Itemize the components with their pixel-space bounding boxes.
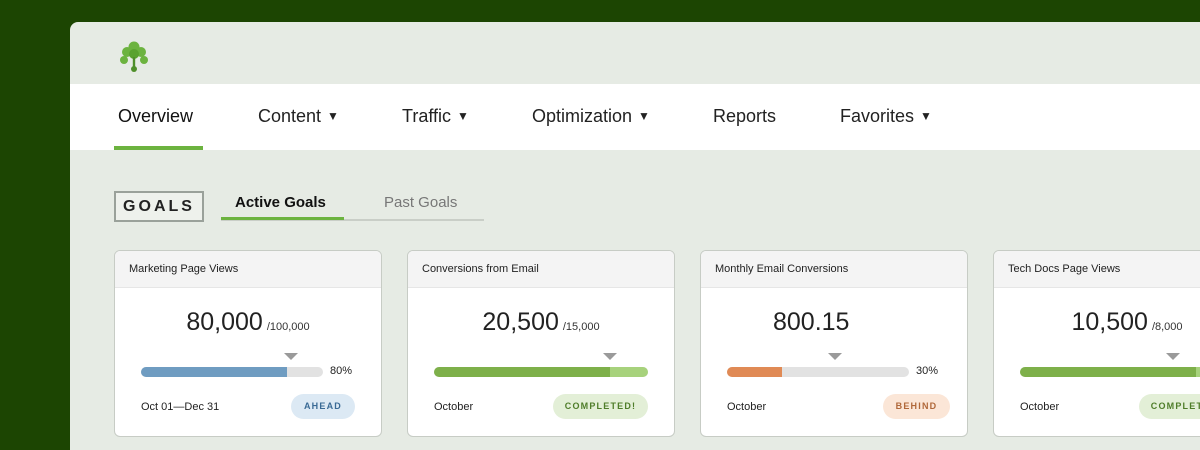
target-value: /8,000 <box>1151 321 1183 333</box>
current-value: 10,500 <box>1071 308 1148 336</box>
progress-fill <box>141 367 287 377</box>
caret-down-icon: ▼ <box>920 109 932 123</box>
progress-percent: 80% <box>330 365 353 377</box>
app-window: Overview Content ▼ Traffic ▼ Optimization ▼… <box>70 22 1200 450</box>
goal-period: October <box>727 401 767 413</box>
top-bar <box>70 22 1200 84</box>
status-badge: COMPLETED! <box>553 394 648 419</box>
nav-item-label: Optimization <box>532 106 633 126</box>
card-title: Marketing Page Views <box>115 251 381 288</box>
status-badge: BEHIND <box>883 394 950 419</box>
progress-bar <box>141 367 323 377</box>
target-marker-icon <box>603 353 617 360</box>
progress-fill <box>727 367 782 377</box>
nav-item-label: Reports <box>713 106 777 126</box>
progress-bar <box>1020 367 1200 377</box>
caret-down-icon: ▼ <box>457 109 469 123</box>
target-marker-icon <box>284 353 298 360</box>
progress-bar <box>727 367 909 377</box>
goal-value: 10,500/8,000 <box>994 308 1200 337</box>
progress-percent: 30% <box>916 365 939 377</box>
card-title: Monthly Email Conversions <box>701 251 967 288</box>
target-marker-icon <box>1166 353 1180 360</box>
nav-item-traffic[interactable]: Traffic ▼ <box>402 106 469 127</box>
progress-bar <box>434 367 648 377</box>
progress-overflow <box>610 367 648 377</box>
goal-card-monthly-email-conversions[interactable]: Monthly Email Conversions 800.15 30% Oct… <box>700 250 968 437</box>
goals-tabs: Active Goals Past Goals <box>221 188 484 221</box>
goal-period: October <box>1020 401 1060 413</box>
progress-fill <box>1020 367 1196 377</box>
nav-item-label: Content <box>258 106 322 126</box>
progress-fill <box>434 367 610 377</box>
caret-down-icon: ▼ <box>638 109 650 123</box>
goals-badge: GOALS <box>114 191 204 222</box>
nav-item-label: Favorites <box>840 106 915 126</box>
caret-down-icon: ▼ <box>327 109 339 123</box>
current-value: 20,500 <box>482 308 559 336</box>
target-marker-icon <box>828 353 842 360</box>
goal-card-marketing-page-views[interactable]: Marketing Page Views 80,000/100,000 80% … <box>114 250 382 437</box>
nav-item-optimization[interactable]: Optimization ▼ <box>532 106 650 127</box>
main-navigation: Overview Content ▼ Traffic ▼ Optimization ▼… <box>70 84 1200 150</box>
nav-item-favorites[interactable]: Favorites ▼ <box>840 106 932 127</box>
tab-past-goals[interactable]: Past Goals <box>384 194 458 211</box>
goal-period: October <box>434 401 474 413</box>
active-tab-indicator <box>221 217 344 220</box>
status-badge: AHEAD <box>291 394 355 419</box>
goal-value: 20,500/15,000 <box>408 308 674 337</box>
nav-item-label: Overview <box>118 106 194 126</box>
current-value: 80,000 <box>186 308 263 336</box>
status-badge: COMPLETED! <box>1139 394 1200 419</box>
goal-period: Oct 01—Dec 31 <box>141 401 220 413</box>
card-title: Tech Docs Page Views <box>994 251 1200 288</box>
nav-item-content[interactable]: Content ▼ <box>258 106 339 127</box>
goal-card-tech-docs-page-views[interactable]: Tech Docs Page Views 10,500/8,000 Octobe… <box>993 250 1200 437</box>
progress-overflow <box>1196 367 1200 377</box>
leaf-logo-icon[interactable] <box>118 39 150 73</box>
nav-item-overview[interactable]: Overview <box>118 106 193 127</box>
goal-card-conversions-from-email[interactable]: Conversions from Email 20,500/15,000 Oct… <box>407 250 675 437</box>
active-nav-indicator <box>114 146 203 150</box>
goal-value: 80,000/100,000 <box>115 308 381 337</box>
target-value: /100,000 <box>266 321 310 333</box>
nav-item-reports[interactable]: Reports <box>713 106 776 127</box>
goal-value: 800.15 <box>773 308 849 337</box>
nav-item-label: Traffic <box>402 106 452 126</box>
target-value: /15,000 <box>562 321 600 333</box>
card-title: Conversions from Email <box>408 251 674 288</box>
tab-active-goals[interactable]: Active Goals <box>235 194 326 211</box>
current-value: 800.15 <box>773 308 850 336</box>
